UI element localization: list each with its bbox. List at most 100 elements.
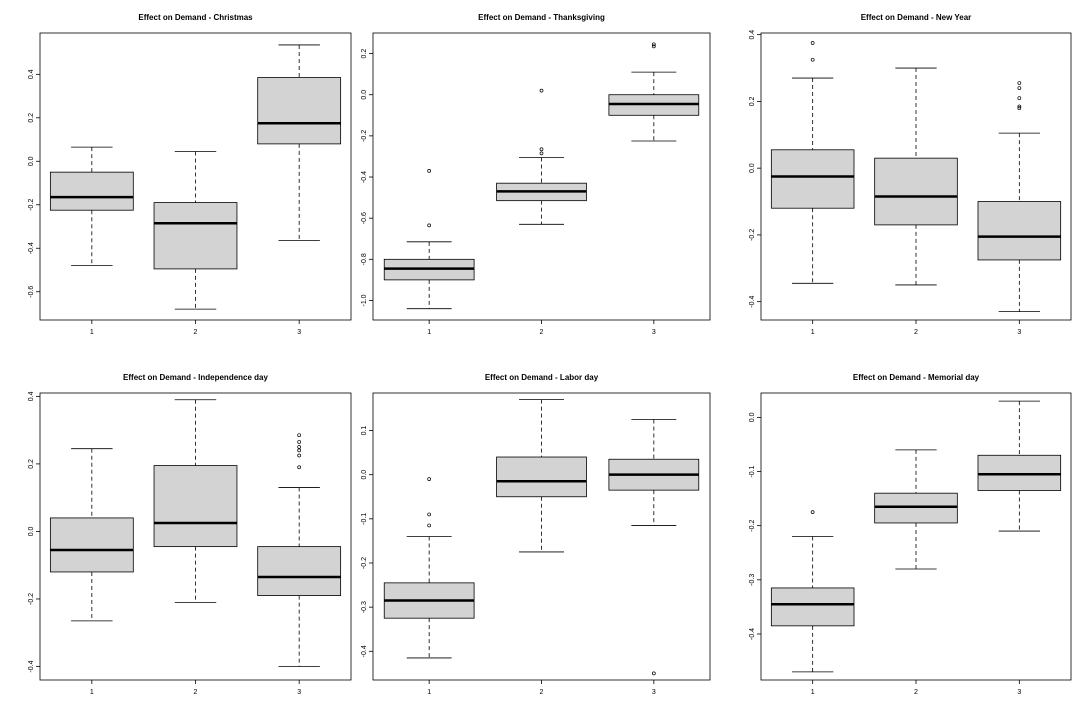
box-group-3 bbox=[608, 419, 700, 676]
box-rect bbox=[874, 157, 958, 226]
chart-title: Effect on Demand - Christmas bbox=[138, 13, 253, 22]
y-tick-label: -0.6 bbox=[361, 212, 368, 224]
y-tick-label: -0.2 bbox=[361, 557, 368, 569]
chart-panel-5: Effect on Demand - Labor day -0.4 -0.3 -0.2… bbox=[361, 373, 711, 696]
box-group-2 bbox=[874, 67, 958, 286]
outlier-point bbox=[1017, 81, 1022, 85]
y-tick-label: -0.4 bbox=[28, 242, 35, 254]
y-tick-label: -0.6 bbox=[28, 286, 35, 298]
box-rect bbox=[257, 77, 342, 145]
box-group-1 bbox=[49, 146, 134, 267]
outlier-point bbox=[1017, 96, 1022, 100]
y-tick-label: 0.2 bbox=[28, 459, 35, 469]
outlier-point bbox=[297, 448, 302, 453]
outlier-point bbox=[539, 147, 544, 152]
x-tick-label: 3 bbox=[297, 689, 301, 696]
box-rect bbox=[496, 456, 587, 498]
y-tick-label: -0.8 bbox=[361, 253, 368, 265]
box-group-2 bbox=[153, 399, 238, 603]
x-tick-label: 1 bbox=[427, 689, 431, 696]
box-rect bbox=[874, 492, 958, 524]
outlier-point bbox=[1017, 106, 1022, 110]
box-rect bbox=[49, 171, 134, 211]
outlier-point bbox=[651, 671, 656, 676]
y-tick-label: 0.0 bbox=[361, 90, 368, 100]
box-group-1 bbox=[383, 477, 475, 659]
box-group-1 bbox=[49, 448, 134, 622]
box-rect bbox=[977, 201, 1062, 261]
outlier-point bbox=[539, 88, 544, 93]
x-tick-label: 2 bbox=[540, 329, 544, 336]
outlier-point bbox=[427, 223, 432, 228]
y-tick-label: -0.4 bbox=[749, 296, 756, 308]
box-group-3 bbox=[608, 42, 700, 142]
box-group-2 bbox=[153, 151, 238, 310]
x-tick-label: 2 bbox=[194, 689, 198, 696]
outlier-point bbox=[539, 151, 544, 156]
outlier-point bbox=[297, 440, 302, 444]
y-tick-label: -0.4 bbox=[28, 660, 35, 672]
y-tick-label: 0.4 bbox=[749, 30, 756, 40]
chart-panel-3: Effect on Demand - New Year -0.4 -0.2 0.0 0.… bbox=[749, 13, 1072, 336]
y-tick-label: 0.2 bbox=[749, 96, 756, 106]
y-tick-label: -0.2 bbox=[28, 199, 35, 211]
outlier-point bbox=[297, 465, 302, 470]
outlier-point bbox=[1017, 86, 1022, 90]
box-group-2 bbox=[874, 449, 958, 570]
y-tick-label: 0.2 bbox=[361, 49, 368, 59]
y-tick-label: -0.3 bbox=[749, 574, 756, 586]
y-tick-label: 0.0 bbox=[28, 526, 35, 536]
x-tick-label: 2 bbox=[194, 329, 198, 336]
x-tick-label: 1 bbox=[90, 689, 94, 696]
y-tick-label: -0.3 bbox=[361, 601, 368, 613]
outlier-point bbox=[651, 42, 656, 47]
box-rect bbox=[153, 465, 238, 548]
y-tick-label: -0.1 bbox=[749, 465, 756, 477]
y-tick-label: -0.2 bbox=[28, 593, 35, 605]
x-tick-label: 3 bbox=[652, 329, 656, 336]
outlier-point bbox=[810, 41, 815, 45]
y-tick-label: -0.4 bbox=[749, 628, 756, 640]
outlier-point bbox=[651, 44, 656, 49]
y-tick-label: -0.4 bbox=[361, 171, 368, 183]
outlier-point bbox=[810, 57, 815, 62]
x-tick-label: 3 bbox=[652, 689, 656, 696]
x-tick-label: 3 bbox=[1017, 329, 1021, 336]
box-rect bbox=[977, 454, 1062, 491]
x-tick-label: 2 bbox=[914, 329, 918, 336]
y-tick-label: 0.4 bbox=[28, 69, 35, 79]
x-tick-label: 1 bbox=[811, 689, 815, 696]
box-rect bbox=[770, 149, 855, 209]
chart-title: Effect on Demand - Memorial day bbox=[853, 373, 980, 382]
chart-panel-4: Effect on Demand - Independence day -0.4 -… bbox=[28, 373, 352, 696]
chart-title: Effect on Demand - Labor day bbox=[485, 373, 599, 382]
box-group-1 bbox=[383, 168, 475, 310]
y-tick-label: 0.0 bbox=[361, 470, 368, 480]
outlier-point bbox=[427, 477, 432, 481]
chart-title: Effect on Demand - New Year bbox=[861, 13, 972, 22]
x-tick-label: 1 bbox=[811, 329, 815, 336]
box-rect bbox=[153, 202, 238, 270]
y-tick-label: 0.4 bbox=[28, 391, 35, 401]
y-tick-label: -0.4 bbox=[361, 645, 368, 657]
x-tick-label: 1 bbox=[90, 329, 94, 336]
box-group-2 bbox=[496, 88, 587, 225]
y-tick-label: -0.2 bbox=[749, 520, 756, 532]
y-tick-label: -0.2 bbox=[749, 229, 756, 241]
y-tick-label: -1.0 bbox=[361, 294, 368, 306]
y-tick-label: 0.1 bbox=[361, 426, 368, 436]
y-tick-label: 0.0 bbox=[749, 412, 756, 422]
outlier-point bbox=[427, 168, 432, 173]
box-group-3 bbox=[257, 44, 342, 242]
chart-title: Effect on Demand - Independence day bbox=[123, 373, 268, 382]
y-tick-label: 0.2 bbox=[28, 113, 35, 123]
y-tick-label: 0.0 bbox=[28, 156, 35, 166]
x-tick-label: 2 bbox=[914, 689, 918, 696]
chart-panel-1: Effect on Demand - Christmas -0.6 -0.4 -0.2… bbox=[28, 13, 352, 336]
box-group-3 bbox=[257, 433, 342, 667]
outlier-point bbox=[1017, 104, 1022, 109]
chart-panel-2: Effect on Demand - Thanksgiving -1.0 -0.8 -… bbox=[361, 13, 711, 336]
outlier-point bbox=[297, 433, 302, 438]
